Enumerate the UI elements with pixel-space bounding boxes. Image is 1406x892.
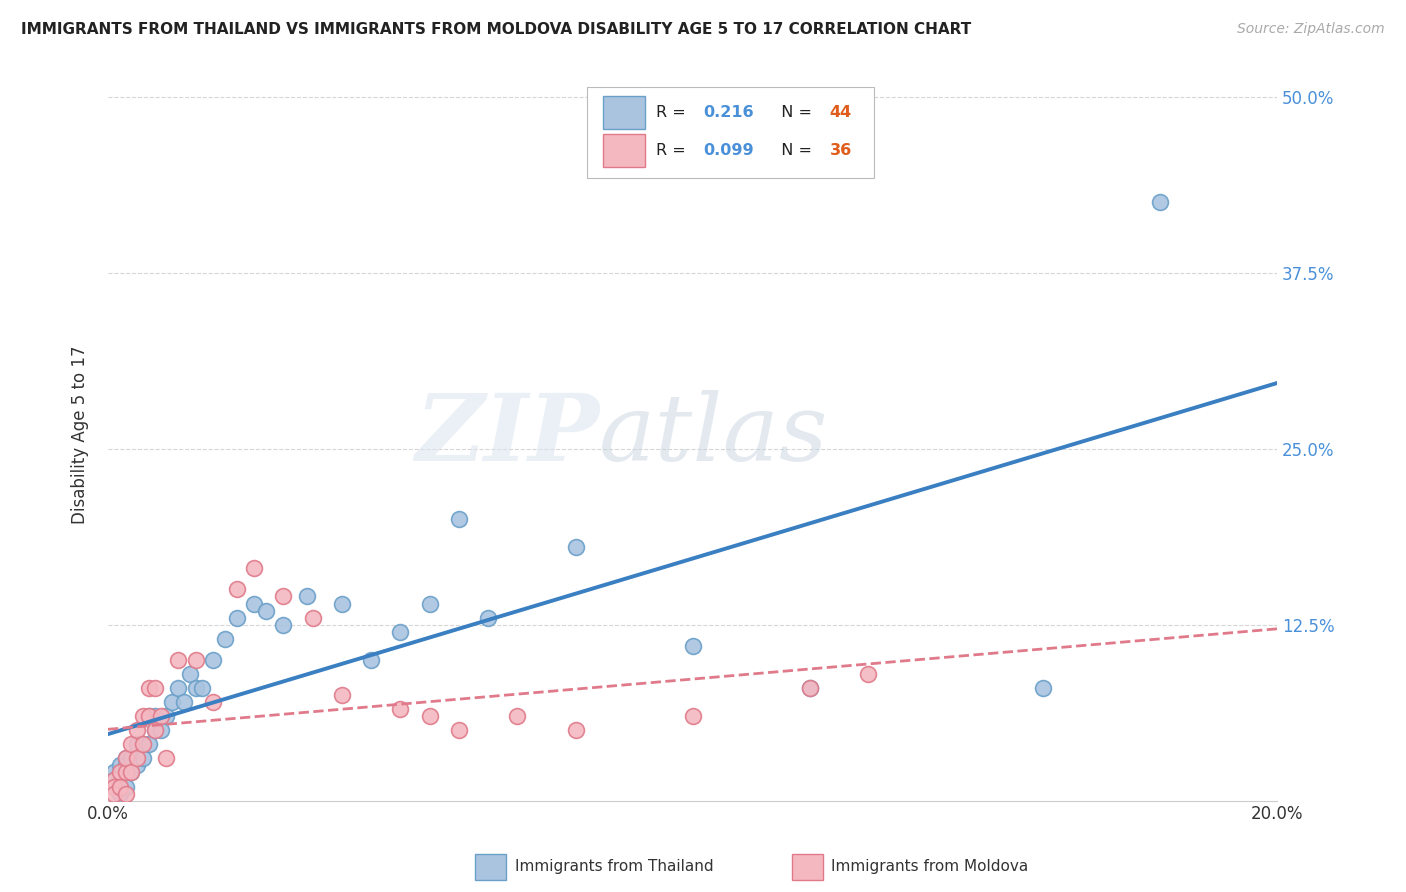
Point (419, 709, 441, 723)
Point (167, 681, 190, 695)
Point (132, 737, 155, 751)
Point (254, 603, 277, 617)
Point (114, 751, 136, 765)
Text: IMMIGRANTS FROM THAILAND VS IMMIGRANTS FROM MOLDOVA DISABILITY AGE 5 TO 17 CORRE: IMMIGRANTS FROM THAILAND VS IMMIGRANTS F… (21, 22, 972, 37)
Point (114, 758, 136, 772)
Point (506, 709, 529, 723)
Point (127, 737, 149, 751)
Point (173, 695, 195, 709)
Point (138, 737, 160, 751)
Point (214, 632, 236, 646)
Point (447, 512, 470, 526)
Point (108, 780, 131, 794)
Point (389, 702, 412, 716)
Point (103, 765, 125, 780)
Point (138, 709, 160, 723)
Point (108, 780, 131, 794)
Point (103, 780, 125, 794)
Text: R =: R = (657, 143, 696, 158)
Point (127, 751, 149, 765)
Point (138, 709, 160, 723)
FancyBboxPatch shape (603, 95, 645, 129)
Text: R =: R = (657, 105, 696, 120)
Point (799, 681, 821, 695)
Text: Source: ZipAtlas.com: Source: ZipAtlas.com (1237, 22, 1385, 37)
Point (127, 723, 149, 738)
Point (184, 653, 207, 667)
Point (447, 723, 470, 738)
Point (564, 540, 586, 554)
Point (120, 765, 142, 780)
Point (132, 751, 155, 765)
Point (564, 723, 586, 738)
Point (799, 681, 821, 695)
Point (108, 765, 131, 780)
Point (155, 751, 177, 765)
Point (184, 681, 207, 695)
Point (243, 561, 266, 575)
Point (114, 780, 136, 794)
Point (190, 681, 212, 695)
Text: atlas: atlas (599, 390, 828, 480)
Point (273, 590, 295, 604)
Point (138, 681, 160, 695)
Point (108, 787, 131, 801)
Point (202, 653, 225, 667)
Point (114, 765, 136, 780)
Text: 36: 36 (830, 143, 852, 158)
Text: 0.099: 0.099 (703, 143, 754, 158)
Point (143, 681, 166, 695)
Text: Immigrants from Moldova: Immigrants from Moldova (831, 859, 1028, 873)
Point (132, 709, 155, 723)
Point (120, 751, 142, 765)
Point (225, 582, 247, 597)
Point (419, 597, 441, 611)
Point (330, 597, 353, 611)
Point (103, 787, 125, 801)
Point (273, 617, 295, 632)
Point (149, 709, 172, 723)
Point (132, 737, 155, 751)
Point (127, 758, 149, 772)
Point (225, 610, 247, 624)
Point (202, 695, 225, 709)
Point (295, 590, 318, 604)
Point (1032, 681, 1054, 695)
Point (108, 758, 131, 772)
Text: 44: 44 (830, 105, 852, 120)
Point (360, 653, 382, 667)
Text: N =: N = (770, 105, 817, 120)
Point (155, 709, 177, 723)
Point (682, 709, 704, 723)
Y-axis label: Disability Age 5 to 17: Disability Age 5 to 17 (72, 345, 89, 524)
Point (162, 695, 184, 709)
Point (682, 639, 704, 653)
Point (143, 723, 166, 738)
Point (856, 667, 879, 681)
Point (167, 653, 190, 667)
Point (477, 610, 499, 624)
Point (103, 772, 125, 787)
FancyBboxPatch shape (588, 87, 875, 178)
Point (143, 723, 166, 738)
Point (179, 667, 201, 681)
Point (103, 772, 125, 787)
Point (120, 765, 142, 780)
Text: ZIP: ZIP (415, 390, 599, 480)
Point (114, 751, 136, 765)
Point (330, 688, 353, 702)
FancyBboxPatch shape (603, 134, 645, 168)
Point (120, 737, 142, 751)
Point (1149, 195, 1171, 210)
Point (389, 624, 412, 639)
Point (149, 723, 172, 738)
Point (301, 610, 323, 624)
Point (243, 597, 266, 611)
Text: Immigrants from Thailand: Immigrants from Thailand (515, 859, 713, 873)
Point (114, 787, 136, 801)
Text: N =: N = (770, 143, 817, 158)
Text: 0.216: 0.216 (703, 105, 754, 120)
Point (143, 709, 166, 723)
